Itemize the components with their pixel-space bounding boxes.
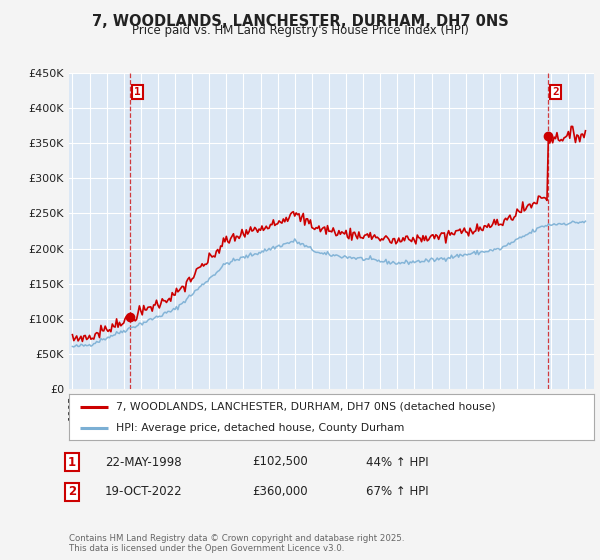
Text: 7, WOODLANDS, LANCHESTER, DURHAM, DH7 0NS: 7, WOODLANDS, LANCHESTER, DURHAM, DH7 0N… xyxy=(92,14,508,29)
Text: 44% ↑ HPI: 44% ↑ HPI xyxy=(366,455,428,469)
Text: £102,500: £102,500 xyxy=(252,455,308,469)
Text: 7, WOODLANDS, LANCHESTER, DURHAM, DH7 0NS (detached house): 7, WOODLANDS, LANCHESTER, DURHAM, DH7 0N… xyxy=(116,402,496,412)
Text: Contains HM Land Registry data © Crown copyright and database right 2025.
This d: Contains HM Land Registry data © Crown c… xyxy=(69,534,404,553)
Text: 67% ↑ HPI: 67% ↑ HPI xyxy=(366,485,428,498)
Text: 19-OCT-2022: 19-OCT-2022 xyxy=(105,485,182,498)
Text: £360,000: £360,000 xyxy=(252,485,308,498)
Text: 2: 2 xyxy=(552,87,559,97)
Text: 22-MAY-1998: 22-MAY-1998 xyxy=(105,455,182,469)
Text: 2: 2 xyxy=(68,485,76,498)
Text: 1: 1 xyxy=(134,87,141,97)
Text: HPI: Average price, detached house, County Durham: HPI: Average price, detached house, Coun… xyxy=(116,423,404,433)
Text: 1: 1 xyxy=(68,455,76,469)
Text: Price paid vs. HM Land Registry's House Price Index (HPI): Price paid vs. HM Land Registry's House … xyxy=(131,24,469,37)
